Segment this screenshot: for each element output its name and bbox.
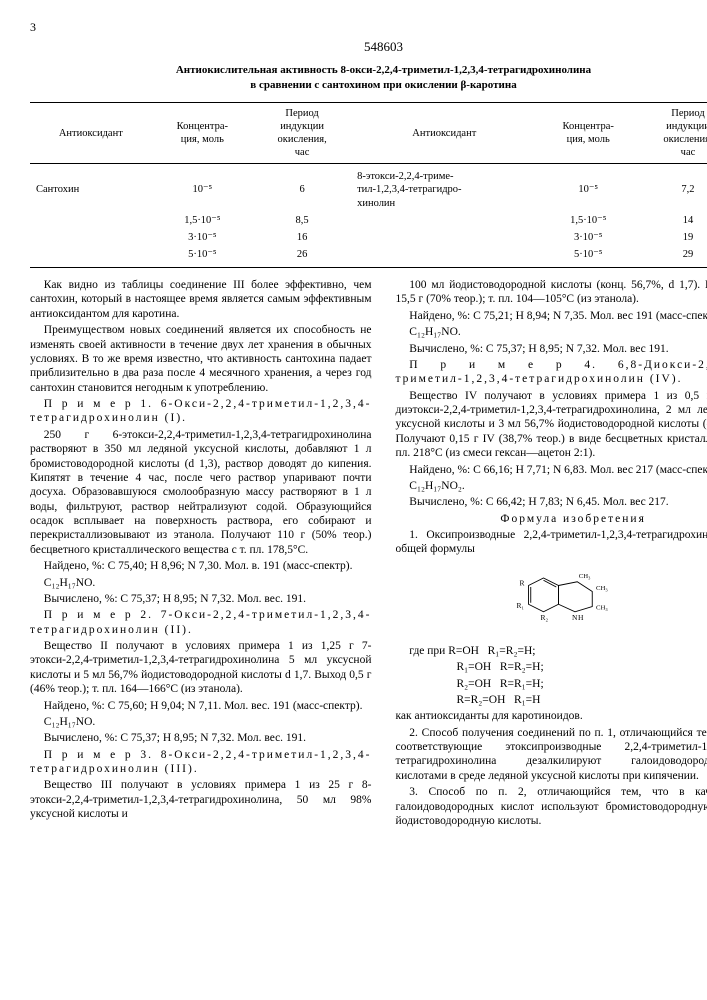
para: Вещество IV получают в условиях примера … bbox=[396, 389, 707, 461]
th-antioxidant-1: Антиоксидант bbox=[30, 102, 152, 164]
condition-row: где при R=OH R₁=R₂=H; bbox=[396, 644, 707, 658]
para: Вещество II получают в условиях примера … bbox=[30, 639, 372, 697]
para: Найдено, %: C 75,60; H 9,04; N 7,11. Мол… bbox=[30, 699, 372, 713]
th-concentration-1: Концентра- ция, моль bbox=[152, 102, 253, 164]
example-heading: П р и м е р 1. 6-Окси-2,2,4-триметил-1,2… bbox=[30, 397, 372, 426]
th-concentration-2: Концентра- ция, моль bbox=[538, 102, 639, 164]
para: Вещество III получают в условиях примера… bbox=[30, 778, 372, 821]
svg-text:R₂: R₂ bbox=[541, 613, 549, 622]
table-row: Сантохин 10⁻⁵ 6 8-этокси-2,2,4-триме- ти… bbox=[30, 164, 707, 212]
table-row: 5·10⁻⁵ 26 5·10⁻⁵ 29 bbox=[30, 246, 707, 268]
body-columns: Как видно из таблицы соединение III боле… bbox=[30, 278, 707, 828]
para: Вычислено, %: C 75,37; H 8,95; N 7,32. М… bbox=[30, 731, 372, 745]
condition-row: R₁=OH R=R₂=H; bbox=[396, 660, 707, 674]
table-title: Антиокислительная активность 8-окси-2,2,… bbox=[30, 63, 707, 92]
comparison-table: Антиоксидант Концентра- ция, моль Период… bbox=[30, 102, 707, 268]
para: Найдено, %: C 75,21; H 8,94; N 7,35. Мол… bbox=[396, 309, 707, 323]
example-heading: П р и м е р 4. 6,8-Диокси-2,2,4-триметил… bbox=[396, 358, 707, 387]
th-antioxidant-2: Антиоксидант bbox=[351, 102, 537, 164]
table-title-line2: в сравнении с сантохином при окислении β… bbox=[30, 78, 707, 92]
para: Преимуществом новых соединений является … bbox=[30, 323, 372, 395]
patent-number: 548603 bbox=[30, 39, 707, 55]
svg-text:H: H bbox=[578, 613, 584, 622]
th-period-2: Период индукции окисления, час bbox=[639, 102, 707, 164]
table-row: 1,5·10⁻⁵ 8,5 1,5·10⁻⁵ 14 bbox=[30, 212, 707, 229]
condition-row: R=R₂=OH R₁=H bbox=[396, 693, 707, 707]
para: Найдено, %: C 66,16; H 7,71; N 6,83. Мол… bbox=[396, 463, 707, 477]
svg-text:R₁: R₁ bbox=[517, 601, 525, 610]
svg-text:CH₃: CH₃ bbox=[596, 585, 608, 592]
para: Вычислено, %: C 66,42; H 7,83; N 6,45. М… bbox=[396, 495, 707, 509]
para: 100 мл йодистоводородной кислоты (конц. … bbox=[396, 278, 707, 307]
example-heading: П р и м е р 3. 8-Окси-2,2,4-триметил-1,2… bbox=[30, 748, 372, 777]
chemical-structure-icon: R R₁ R₂ N H CH₃ CH₃ CH₃ bbox=[506, 563, 626, 638]
formula-heading: Формула изобретения bbox=[396, 512, 707, 526]
chem-formula: C₁₂H₁₇NO. bbox=[30, 576, 372, 590]
para: Вычислено, %: C 75,37; H 8,95; N 7,32. М… bbox=[396, 342, 707, 356]
chem-formula: C₁₂H₁₇NO₂. bbox=[396, 479, 707, 493]
condition-row: R₂=OH R=R₁=H; bbox=[396, 677, 707, 691]
claim: 1. Оксипроизводные 2,2,4-триметил-1,2,3,… bbox=[396, 528, 707, 557]
example-heading: П р и м е р 2. 7-Окси-2,2,4-триметил-1,2… bbox=[30, 608, 372, 637]
chem-formula: C₁₂H₁₇NO. bbox=[396, 325, 707, 339]
para: 250 г 6-этокси-2,2,4-триметил-1,2,3,4-те… bbox=[30, 428, 372, 557]
table-title-line1: Антиокислительная активность 8-окси-2,2,… bbox=[30, 63, 707, 77]
table-row: 3·10⁻⁵ 16 3·10⁻⁵ 19 bbox=[30, 229, 707, 246]
para: Как видно из таблицы соединение III боле… bbox=[30, 278, 372, 321]
svg-text:CH₃: CH₃ bbox=[579, 573, 591, 580]
claim: 2. Способ получения соединений по п. 1, … bbox=[396, 726, 707, 784]
para: Вычислено, %: C 75,37; H 8,95; N 7,32. М… bbox=[30, 592, 372, 606]
para: Найдено, %: C 75,40; H 8,96; N 7,30. Мол… bbox=[30, 559, 372, 573]
svg-text:R: R bbox=[520, 578, 525, 587]
page-num-left: 3 bbox=[30, 20, 36, 35]
svg-text:N: N bbox=[572, 613, 578, 622]
chem-formula: C₁₂H₁₇NO. bbox=[30, 715, 372, 729]
th-period-1: Период индукции окисления, час bbox=[253, 102, 351, 164]
page-numbers: 3 4 bbox=[30, 20, 707, 35]
claim-end: как антиоксиданты для каротиноидов. bbox=[396, 709, 707, 723]
claim: 3. Способ по п. 2, отличающийся тем, что… bbox=[396, 785, 707, 828]
svg-text:CH₃: CH₃ bbox=[596, 604, 608, 611]
